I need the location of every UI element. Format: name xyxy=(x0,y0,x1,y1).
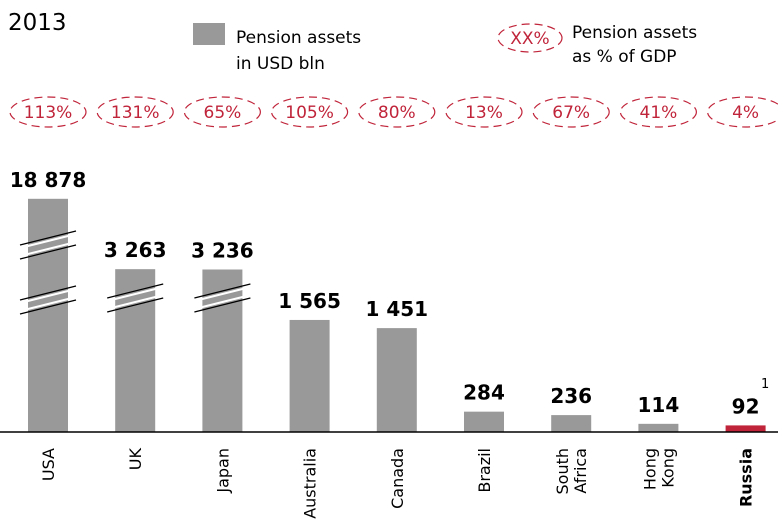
bar xyxy=(464,411,504,432)
x-tick-label: Australia xyxy=(301,448,320,519)
axis-break-edge xyxy=(194,283,251,299)
axis-break xyxy=(194,286,251,302)
value-label: 3 236 xyxy=(191,239,254,263)
gdp-label: 80% xyxy=(378,103,416,123)
axis-break-edge xyxy=(19,285,77,301)
gdp-marker xyxy=(96,96,174,128)
legend-sample: XX% xyxy=(510,29,549,49)
gdp-label: 67% xyxy=(552,103,590,123)
gdp-marker xyxy=(445,96,523,128)
axis-break xyxy=(19,296,77,312)
gdp-marker xyxy=(619,96,698,128)
footnote-mark: 1 xyxy=(761,377,769,392)
value-label: 1 451 xyxy=(365,297,428,321)
value-label: 1 565 xyxy=(278,289,341,313)
bar xyxy=(551,415,592,432)
legend-sample-marker xyxy=(497,23,563,53)
x-tick-label: Russia xyxy=(737,448,756,507)
gdp-marker xyxy=(532,96,610,128)
gdp-marker xyxy=(183,96,261,128)
gdp-label: 105% xyxy=(285,103,334,123)
value-label: 284 xyxy=(463,381,505,405)
gdp-marker xyxy=(707,96,778,128)
legend-label: Pension assets as % of GDP xyxy=(572,23,697,67)
gdp-marker xyxy=(271,96,349,128)
x-tick-label: Canada xyxy=(388,448,407,509)
x-tick-label: USA xyxy=(39,448,58,481)
gdp-label: 65% xyxy=(204,103,242,123)
gdp-label: 4% xyxy=(732,103,759,123)
bar xyxy=(725,425,766,432)
x-tick-label: SouthAfrica xyxy=(553,448,590,495)
axis-break-edge xyxy=(19,230,77,246)
bar xyxy=(376,328,417,432)
bar xyxy=(28,198,68,432)
bar xyxy=(638,423,679,432)
axis-break-edge xyxy=(19,299,77,315)
x-tick-label: UK xyxy=(126,447,145,470)
axis-break-edge xyxy=(19,244,77,260)
axis-break xyxy=(19,233,77,249)
value-label: 236 xyxy=(550,384,592,408)
legend-swatch xyxy=(193,23,225,45)
axis-break xyxy=(106,286,164,302)
gdp-label: 41% xyxy=(640,103,678,123)
chart-title: 2013 xyxy=(8,10,67,36)
axis-break xyxy=(194,294,251,310)
gdp-marker xyxy=(9,96,87,128)
axis-break xyxy=(106,294,164,310)
value-label: 92 xyxy=(732,394,760,418)
value-label: 18 878 xyxy=(10,168,87,192)
axis-break-edge xyxy=(194,297,251,313)
axis-break xyxy=(19,288,77,304)
bar xyxy=(289,319,330,432)
gdp-label: 131% xyxy=(111,103,160,123)
axis-break-edge xyxy=(107,283,164,299)
x-tick-label: HongKong xyxy=(640,448,677,490)
axis-break-edge xyxy=(107,297,164,313)
value-label: 3 263 xyxy=(104,238,167,262)
x-tick-label: Brazil xyxy=(475,448,494,493)
legend-label: Pension assets in USD bln xyxy=(236,28,361,74)
gdp-label: 113% xyxy=(24,103,73,123)
gdp-marker xyxy=(358,96,436,128)
gdp-label: 13% xyxy=(465,103,503,123)
x-tick-label: Japan xyxy=(213,448,232,494)
value-label: 114 xyxy=(638,393,680,417)
axis-break xyxy=(19,241,77,257)
